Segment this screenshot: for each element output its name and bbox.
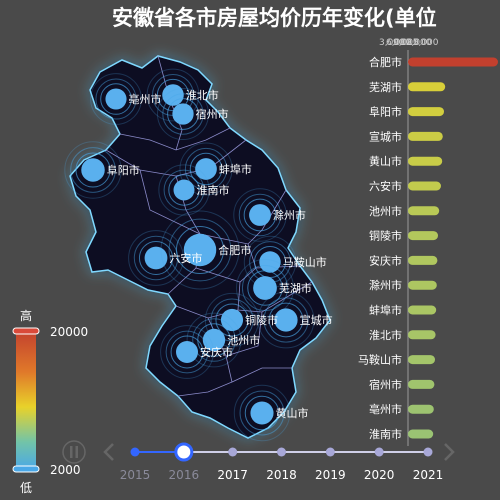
timeline-point[interactable] bbox=[374, 447, 384, 457]
visual-map-min-value: 2000 bbox=[50, 463, 81, 477]
category-label: 六安市 bbox=[369, 179, 402, 193]
next-arrow-icon[interactable] bbox=[444, 443, 455, 461]
map-city-label: 滁州市 bbox=[273, 208, 306, 222]
visual-map-low-label: 低 bbox=[20, 481, 32, 495]
bar-淮南市 bbox=[408, 429, 434, 439]
map-city-label: 淮北市 bbox=[186, 88, 219, 102]
bar-马鞍山市 bbox=[408, 355, 435, 365]
category-label: 淮南市 bbox=[369, 427, 402, 441]
x-tick-label: 12,000 bbox=[400, 38, 432, 48]
category-label: 合肥市 bbox=[369, 55, 402, 69]
map-point-阜阳市[interactable] bbox=[64, 141, 122, 199]
timeline-point[interactable] bbox=[228, 447, 238, 457]
bar-池州市 bbox=[408, 206, 440, 216]
x-tick-label: 3,000 bbox=[379, 38, 405, 48]
map-city-label: 宿州市 bbox=[196, 107, 229, 121]
x-tick-label: 6,000 bbox=[386, 38, 412, 48]
map-city-label: 芜湖市 bbox=[279, 281, 312, 295]
bar-安庆市 bbox=[408, 255, 438, 265]
map-city-label: 铜陵市 bbox=[245, 313, 278, 327]
timeline-year-label[interactable]: 2015 bbox=[120, 468, 151, 482]
map-city-label: 亳州市 bbox=[129, 92, 162, 106]
map-point-合肥市[interactable] bbox=[160, 210, 240, 290]
map-city-label: 安庆市 bbox=[200, 345, 233, 359]
bar-芜湖市 bbox=[408, 82, 446, 92]
map-city-label: 阜阳市 bbox=[107, 163, 140, 177]
timeline: 2015 2016 2017 2018 2019 2020 2021 bbox=[62, 440, 455, 482]
visual-map-high-label: 高 bbox=[20, 308, 32, 323]
pause-icon bbox=[70, 446, 78, 458]
bar-亳州市 bbox=[408, 404, 434, 414]
bar-六安市 bbox=[408, 181, 441, 191]
map-city-label: 淮南市 bbox=[196, 183, 229, 197]
visual-map: 高 20000 2000 低 bbox=[12, 308, 88, 495]
category-label: 淮北市 bbox=[369, 328, 402, 342]
visual-map-gradient-bar bbox=[16, 330, 36, 470]
map-point-池州市[interactable] bbox=[186, 312, 242, 368]
timeline-year-label[interactable]: 2017 bbox=[217, 468, 248, 482]
bar-合肥市 bbox=[408, 57, 498, 67]
category-label: 宣城市 bbox=[369, 129, 402, 143]
category-label: 滁州市 bbox=[369, 278, 402, 292]
timeline-point[interactable] bbox=[130, 447, 140, 457]
map-point-蚌埠市[interactable] bbox=[179, 142, 233, 196]
map-point-亳州市[interactable] bbox=[90, 73, 142, 125]
bar-滁州市 bbox=[408, 280, 437, 290]
map-point-淮南市[interactable] bbox=[158, 164, 210, 216]
prev-arrow-icon[interactable] bbox=[103, 443, 114, 461]
x-tick-label: 15,000 bbox=[407, 38, 439, 48]
bar-宿州市 bbox=[408, 379, 435, 389]
map-point-宿州市[interactable] bbox=[156, 87, 210, 141]
category-label: 池州市 bbox=[369, 204, 402, 218]
timeline-year-label[interactable]: 2020 bbox=[364, 468, 395, 482]
timeline-point[interactable] bbox=[325, 447, 335, 457]
category-label: 黄山市 bbox=[369, 154, 402, 168]
map-city-label: 黄山市 bbox=[276, 406, 309, 420]
timeline-year-label[interactable]: 2018 bbox=[266, 468, 297, 482]
bar-铜陵市 bbox=[408, 231, 438, 241]
map-city-label: 池州市 bbox=[227, 333, 260, 347]
category-label: 马鞍山市 bbox=[358, 353, 402, 367]
map-point-安庆市[interactable] bbox=[160, 325, 214, 379]
map-city-label: 合肥市 bbox=[218, 243, 251, 257]
map-point-滁州市[interactable] bbox=[233, 188, 287, 242]
play-button[interactable] bbox=[62, 440, 86, 464]
category-label: 蚌埠市 bbox=[369, 303, 402, 317]
bar-阜阳市 bbox=[408, 107, 444, 117]
map-point-黄山市[interactable] bbox=[233, 384, 291, 442]
timeline-year-label[interactable]: 2019 bbox=[315, 468, 346, 482]
chart-title: 安徽省各市房屋均价历年变化(单位 bbox=[112, 6, 437, 30]
category-label: 亳州市 bbox=[369, 402, 402, 416]
map-point-铜陵市[interactable] bbox=[204, 292, 260, 348]
bar-蚌埠市 bbox=[408, 305, 437, 315]
map-city-label: 六安市 bbox=[169, 251, 202, 265]
map-city-label: 蚌埠市 bbox=[219, 162, 252, 176]
timeline-year-label[interactable]: 2021 bbox=[413, 468, 444, 482]
x-tick-label: 9,000 bbox=[393, 38, 419, 48]
timeline-point[interactable] bbox=[277, 447, 286, 457]
bar-黄山市 bbox=[408, 156, 443, 166]
map-city-label: 宣城市 bbox=[300, 313, 333, 327]
timeline-current-point[interactable] bbox=[174, 442, 194, 462]
category-label: 芜湖市 bbox=[369, 80, 402, 94]
visual-map-low-handle[interactable] bbox=[12, 465, 40, 473]
category-label: 宿州市 bbox=[369, 377, 402, 391]
map-point-宣城市[interactable] bbox=[257, 291, 315, 349]
category-label: 安庆市 bbox=[369, 253, 402, 267]
visual-map-max-value: 20000 bbox=[50, 325, 88, 339]
map-city-label: 马鞍山市 bbox=[283, 255, 327, 269]
map-point-芜湖市[interactable] bbox=[236, 259, 294, 317]
timeline-year-label[interactable]: 2016 bbox=[169, 468, 200, 482]
bar-宣城市 bbox=[408, 131, 443, 141]
bar-淮北市 bbox=[408, 330, 436, 340]
visual-map-high-handle[interactable] bbox=[12, 327, 40, 335]
timeline-point[interactable] bbox=[423, 447, 433, 457]
category-label: 阜阳市 bbox=[369, 105, 402, 119]
category-label: 铜陵市 bbox=[369, 229, 402, 243]
